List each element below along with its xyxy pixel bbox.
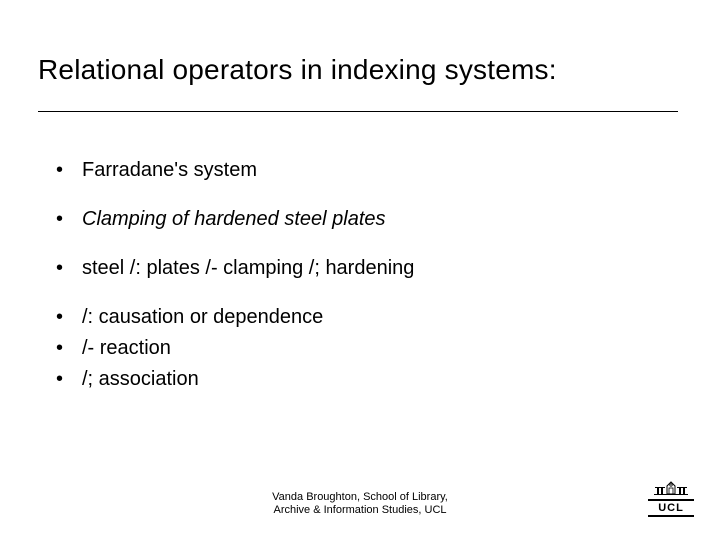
bullet-text: /- reaction xyxy=(82,337,171,359)
footer-line-1: Vanda Broughton, School of Library, xyxy=(0,491,720,505)
bullet-text: steel /: plates /- clamping /; hardening xyxy=(82,257,414,279)
list-item: /: causation or dependence xyxy=(54,305,664,330)
list-item: Farradane's system xyxy=(54,158,664,183)
bullet-text: Clamping of hardened steel plates xyxy=(82,208,386,230)
list-item: /- reaction xyxy=(54,336,664,361)
footer-line-2: Archive & Information Studies, UCL xyxy=(0,504,720,518)
list-item: steel /: plates /- clamping /; hardening xyxy=(54,256,664,281)
ucl-dome-icon xyxy=(654,480,688,498)
slide-body: Farradane's system Clamping of hardened … xyxy=(54,158,664,398)
bullet-text: /: causation or dependence xyxy=(82,306,323,328)
logo-bar-top xyxy=(648,499,694,501)
bullet-text: Farradane's system xyxy=(82,159,257,181)
footer: Vanda Broughton, School of Library, Arch… xyxy=(0,491,720,519)
title-rule xyxy=(38,111,678,112)
list-item: Clamping of hardened steel plates xyxy=(54,207,664,232)
logo-text: UCL xyxy=(648,502,694,514)
slide: Relational operators in indexing systems… xyxy=(0,0,720,540)
logo-bar-bottom xyxy=(648,515,694,517)
ucl-logo: UCL xyxy=(648,480,694,520)
bullet-text: /; association xyxy=(82,368,199,390)
bullet-group-1: Farradane's system Clamping of hardened … xyxy=(54,158,664,281)
bullet-group-2: /: causation or dependence /- reaction /… xyxy=(54,305,664,392)
slide-title: Relational operators in indexing systems… xyxy=(38,54,557,86)
list-item: /; association xyxy=(54,367,664,392)
